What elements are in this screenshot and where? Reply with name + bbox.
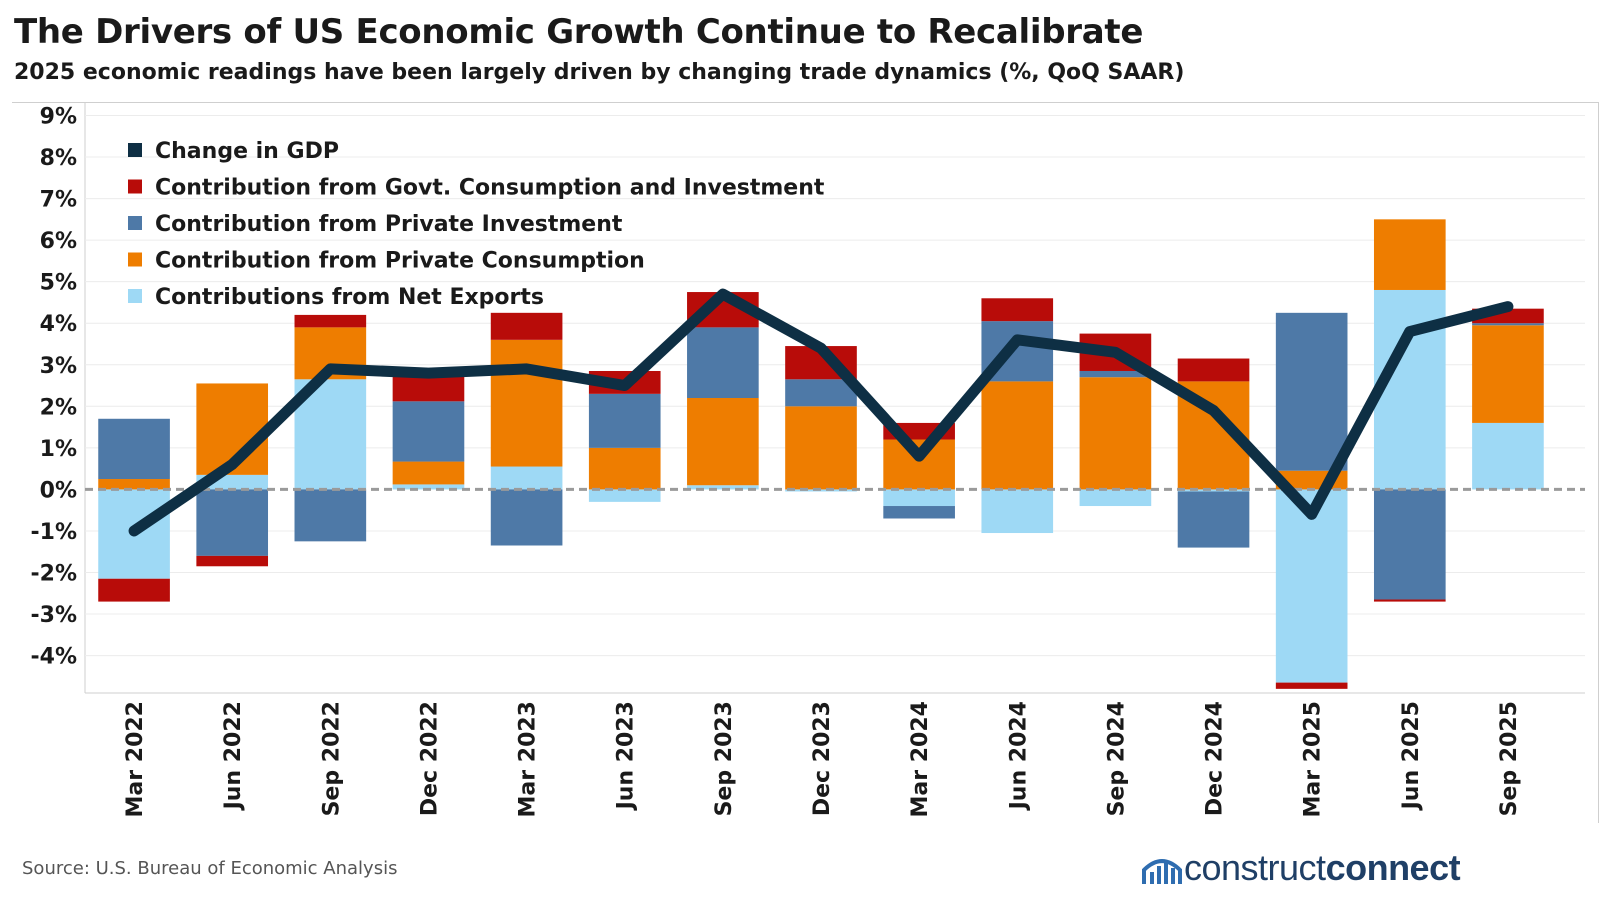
bar-segment bbox=[883, 439, 955, 490]
bar-segment bbox=[490, 339, 563, 467]
legend-swatch bbox=[128, 143, 142, 157]
x-tick-label: Mar 2024 bbox=[908, 701, 933, 817]
bar-segment bbox=[1079, 370, 1152, 378]
bar-segment bbox=[98, 418, 170, 480]
bar-segment bbox=[1275, 682, 1348, 689]
y-tick-label: -3% bbox=[31, 603, 77, 628]
bar-segment bbox=[490, 489, 563, 546]
bar-segment bbox=[883, 489, 955, 507]
x-tick-label: Mar 2023 bbox=[516, 701, 541, 817]
y-tick-label: -2% bbox=[31, 562, 77, 587]
x-tick-label: Sep 2025 bbox=[1497, 701, 1522, 816]
bar-segment bbox=[490, 466, 563, 490]
bar-segment bbox=[1472, 323, 1544, 326]
x-tick-label: Dec 2023 bbox=[810, 701, 835, 816]
bar-segment bbox=[687, 327, 759, 398]
x-tick-label: Dec 2022 bbox=[417, 701, 442, 816]
chart-title: The Drivers of US Economic Growth Contin… bbox=[14, 12, 1144, 52]
y-tick-label: 1% bbox=[40, 437, 77, 462]
y-tick-label: 5% bbox=[40, 271, 77, 296]
legend-label: Contribution from Private Investment bbox=[155, 212, 623, 237]
y-tick-label: 7% bbox=[40, 188, 77, 213]
bar-segment bbox=[1472, 422, 1544, 490]
legend-label: Contribution from Govt. Consumption and … bbox=[155, 176, 825, 201]
bar-segment bbox=[981, 381, 1054, 490]
bar-segment bbox=[392, 461, 465, 485]
logo-wordmark: constructconnect bbox=[1184, 847, 1461, 889]
logo-part1: construct bbox=[1184, 847, 1326, 888]
y-tick-label: 2% bbox=[40, 395, 77, 420]
x-tick-label: Jun 2022 bbox=[221, 701, 246, 811]
y-tick-label: 6% bbox=[40, 229, 77, 254]
bar-segment bbox=[981, 298, 1054, 322]
y-tick-label: 0% bbox=[40, 478, 77, 503]
bar-segment bbox=[1177, 489, 1250, 492]
y-tick-label: 8% bbox=[40, 146, 77, 171]
x-tick-label: Mar 2022 bbox=[123, 701, 148, 817]
bar-segment bbox=[294, 314, 367, 328]
legend-label: Contribution from Private Consumption bbox=[155, 249, 645, 274]
bar-segment bbox=[98, 578, 170, 602]
y-tick-label: 4% bbox=[40, 312, 77, 337]
bar-segment bbox=[1079, 377, 1152, 490]
x-tick-label: Jun 2024 bbox=[1006, 701, 1031, 811]
x-tick-label: Sep 2024 bbox=[1104, 701, 1129, 816]
source-note: Source: U.S. Bureau of Economic Analysis bbox=[22, 858, 398, 879]
bar-segment bbox=[588, 393, 661, 448]
legend-swatch bbox=[128, 179, 142, 194]
legend-swatch bbox=[128, 216, 142, 230]
brand-logo: constructconnect bbox=[1140, 845, 1461, 891]
bar-segment bbox=[687, 485, 759, 490]
bar-segment bbox=[1373, 599, 1446, 602]
legend-swatch bbox=[128, 252, 142, 267]
bar-segment bbox=[588, 447, 661, 490]
bar-segment bbox=[490, 312, 563, 340]
bar-segment bbox=[196, 555, 269, 567]
bar-segment bbox=[1275, 312, 1348, 471]
x-tick-label: Jun 2025 bbox=[1399, 701, 1424, 811]
logo-part2: connect bbox=[1325, 847, 1461, 888]
bar-segment bbox=[1177, 358, 1250, 382]
y-tick-label: 9% bbox=[40, 104, 77, 129]
bar-segment bbox=[98, 479, 170, 490]
y-tick-label: -1% bbox=[31, 520, 77, 545]
bar-segment bbox=[392, 401, 465, 462]
bar-segment bbox=[196, 489, 269, 556]
chart-subtitle: 2025 economic readings have been largely… bbox=[14, 60, 1185, 85]
y-tick-label: 3% bbox=[40, 354, 77, 379]
bar-segment bbox=[392, 376, 465, 402]
building-logo-icon bbox=[1142, 859, 1182, 884]
legend-label: Contributions from Net Exports bbox=[155, 285, 544, 310]
bar-segment bbox=[785, 379, 857, 407]
bar-segment bbox=[785, 406, 857, 490]
bar-segment bbox=[392, 484, 465, 490]
bar-segment bbox=[687, 398, 759, 486]
x-tick-label: Sep 2022 bbox=[319, 701, 344, 816]
bar-segment bbox=[1472, 325, 1544, 423]
x-tick-label: Jun 2023 bbox=[614, 701, 639, 811]
stacked-bar-line-chart: 9% 8% 7% 6% 5% 4% 3% 2% 1% 0% -1% -2% -3% -4% Mar 2022… bbox=[31, 103, 1585, 817]
x-tick-label: Sep 2023 bbox=[712, 701, 737, 816]
bar-segment bbox=[1177, 491, 1250, 548]
x-tick-label: Dec 2024 bbox=[1203, 701, 1228, 816]
legend-label: Change in GDP bbox=[155, 139, 339, 164]
bar-segment bbox=[883, 506, 955, 519]
bar-segment bbox=[1079, 489, 1152, 507]
bar-segment bbox=[294, 489, 367, 542]
bar-segment bbox=[1373, 489, 1446, 600]
x-tick-label: Mar 2025 bbox=[1301, 701, 1326, 817]
chart-panel: 9% 8% 7% 6% 5% 4% 3% 2% 1% 0% -1% -2% -3% -4% Mar 2022… bbox=[12, 102, 1599, 823]
bar-segment bbox=[1373, 219, 1446, 290]
y-tick-label: -4% bbox=[31, 645, 77, 670]
legend-swatch bbox=[128, 289, 142, 303]
bar-segment bbox=[588, 489, 661, 502]
bar-segment bbox=[981, 489, 1054, 534]
bar-segment bbox=[1275, 489, 1348, 683]
